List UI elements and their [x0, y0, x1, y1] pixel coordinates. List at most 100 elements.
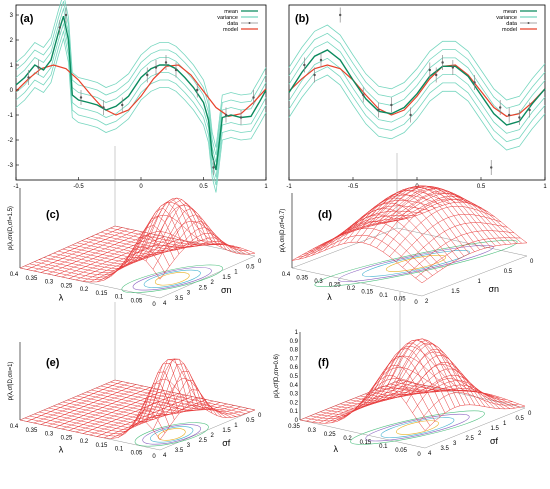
variance-line — [288, 57, 546, 134]
lambda-tick-label: 0.1 — [115, 447, 124, 453]
mesh-line — [323, 202, 454, 263]
mesh-line — [34, 224, 175, 276]
lambda-tick-label: 0.3 — [314, 279, 323, 285]
mesh-line — [314, 355, 441, 417]
sigma-tick-label: 3 — [453, 441, 457, 447]
lambda-axis-label: λ — [59, 293, 64, 303]
mesh-line — [344, 343, 471, 405]
data-point — [441, 61, 444, 64]
mesh-line — [105, 229, 246, 255]
sigma-tick-label: 3.5 — [175, 296, 184, 302]
mesh-line — [19, 256, 161, 283]
data-point — [37, 66, 40, 69]
contour-line — [338, 244, 494, 282]
data-point — [313, 73, 316, 77]
mesh-line — [375, 190, 507, 245]
mesh-line — [100, 385, 241, 416]
mesh-line — [396, 201, 528, 244]
data-point — [79, 96, 83, 99]
mesh-line — [62, 199, 204, 263]
mesh-line — [67, 202, 208, 261]
mesh-line — [307, 221, 438, 273]
mesh-line — [399, 379, 526, 407]
sigma-tick-label: 0 — [258, 413, 262, 419]
mesh-line — [53, 198, 194, 267]
data-point — [528, 108, 531, 112]
sigma-tick-label: 2 — [425, 299, 429, 305]
sigma-tick-label: 0.5 — [504, 269, 513, 275]
z-axis-label: p(λ,σn|D,σf=0.7) — [280, 209, 286, 253]
lambda-axis-label: λ — [59, 445, 64, 455]
lambda-tick-label: 0.25 — [61, 435, 73, 441]
data-point — [490, 166, 493, 169]
mesh-line — [384, 385, 511, 409]
lambda-tick-label: 0.4 — [10, 272, 19, 278]
variance-line — [15, 29, 267, 186]
variance-line — [288, 74, 546, 151]
tick-labels: -1 -0.5 0 0.5 1 — [286, 177, 547, 190]
legend-swatch-dot — [527, 22, 530, 24]
x-tick-label: 1 — [264, 184, 268, 190]
contour-line — [365, 413, 470, 442]
panel-f-surface-plot: 0.350.30.250.20.150.10.050 43.532.521.510… — [274, 292, 532, 458]
x-tick-label: -0.5 — [348, 184, 359, 190]
mesh-line — [334, 338, 461, 409]
data-point — [58, 26, 61, 29]
z-tick-label: 0.1 — [290, 409, 299, 415]
lambda-tick-label: 0.35 — [288, 424, 300, 430]
panel-label: (f) — [318, 357, 329, 369]
z-tick-label: 0.6 — [290, 365, 299, 371]
y-tick-label: 3 — [10, 13, 14, 19]
mesh-line — [24, 246, 166, 280]
sigma-tick-label: 1.5 — [222, 428, 231, 434]
mesh-line — [57, 363, 199, 422]
z-tick-label: 0.8 — [290, 348, 299, 354]
mesh-line — [95, 387, 237, 417]
sigma-tick-label: 1.5 — [491, 426, 500, 432]
variance-line — [15, 22, 267, 178]
sigma-axis-label: σn — [221, 285, 232, 295]
lambda-tick-label: 0.35 — [26, 428, 38, 434]
legend-label: mean — [503, 9, 517, 15]
variance-line — [288, 41, 546, 118]
contour-line — [121, 264, 223, 293]
mesh-line — [81, 393, 222, 418]
lambda-tick-label: 0.35 — [26, 276, 38, 282]
contour-line — [380, 417, 455, 438]
sigma-tick-label: 3 — [187, 443, 191, 449]
mesh-line — [337, 194, 443, 246]
y-tick-label: -3 — [8, 163, 14, 169]
lambda-tick-label: 0.05 — [131, 298, 143, 304]
data-point — [174, 68, 178, 72]
legend-label: model — [502, 27, 517, 33]
variance-line — [15, 7, 267, 163]
panel-label: (e) — [46, 357, 60, 369]
sigma-tick-label: 1 — [478, 279, 482, 285]
x-tick-label: 0.5 — [477, 184, 486, 190]
y-tick-label: 1 — [10, 63, 14, 69]
sigma-tick-label: 4 — [163, 301, 167, 307]
data-point — [212, 166, 215, 169]
data-point — [518, 116, 521, 119]
mesh-line — [391, 198, 522, 244]
contour-line — [314, 239, 518, 287]
mesh-line — [393, 342, 494, 396]
mesh-line — [29, 396, 170, 434]
sigma-tick-label: 0 — [258, 259, 262, 265]
contour-line — [396, 420, 439, 435]
mesh-line — [67, 380, 208, 418]
data-point — [146, 73, 149, 77]
mesh-line — [48, 358, 189, 426]
data-point — [154, 66, 158, 69]
base-plane — [291, 227, 528, 297]
z-axis-label: p(λ,σn|D,σf=1.5) — [8, 206, 14, 250]
mesh-line — [302, 227, 433, 276]
mesh-line — [299, 385, 426, 431]
data-point — [377, 108, 380, 112]
mesh-line — [304, 217, 411, 258]
data-point — [239, 116, 243, 119]
lambda-tick-label: 0.25 — [329, 283, 341, 289]
data-point — [303, 63, 306, 67]
variance-line — [288, 32, 546, 109]
sigma-tick-label: 1.5 — [451, 289, 460, 295]
